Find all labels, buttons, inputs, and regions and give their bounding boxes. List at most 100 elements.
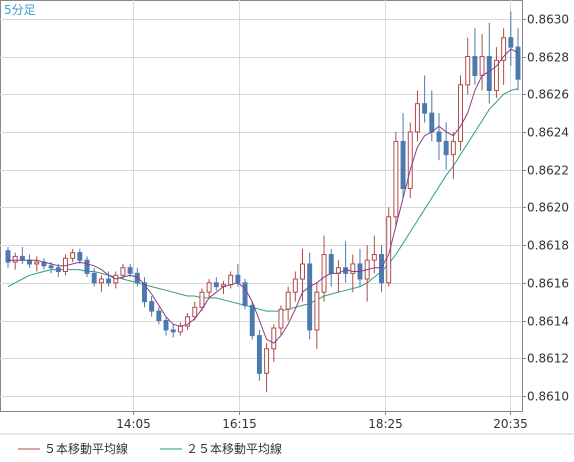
- y-tick-label: 0.8624: [527, 126, 569, 140]
- candle-body: [192, 306, 198, 318]
- candle-down: [472, 28, 478, 85]
- x-tick-label: 20:35: [493, 417, 528, 431]
- candle-up: [98, 275, 104, 293]
- candle-up: [12, 252, 18, 270]
- candle-body: [199, 291, 205, 308]
- candle-body: [149, 301, 155, 312]
- legend-ma5-label: ５本移動平均線: [44, 441, 128, 456]
- candle-body: [292, 278, 298, 293]
- candle-body: [127, 267, 133, 274]
- ma5-layer: [8, 48, 519, 344]
- candle-body: [142, 282, 147, 303]
- candle-up: [465, 37, 471, 95]
- candle-body: [465, 56, 471, 86]
- candle-body: [98, 278, 104, 284]
- candle-body: [228, 274, 234, 286]
- candle-down: [170, 324, 176, 338]
- legend: ５本移動平均線 ２５本移動平均線: [18, 441, 282, 456]
- candle-body: [77, 252, 83, 261]
- candle-body: [393, 140, 399, 218]
- candle-up: [493, 47, 499, 99]
- candle-body: [443, 140, 449, 156]
- candle-up: [34, 256, 40, 272]
- candle-body: [134, 272, 140, 284]
- candle-body: [70, 252, 76, 259]
- candle-down: [508, 11, 514, 66]
- candle-down: [422, 75, 428, 123]
- candle-up: [70, 248, 76, 263]
- candle-body: [242, 282, 248, 306]
- ma25-layer: [7, 88, 519, 312]
- candle-body: [321, 254, 327, 293]
- candle-down: [156, 307, 162, 325]
- candle-body: [34, 261, 40, 265]
- y-tick-label: 0.8620: [527, 201, 569, 215]
- candle-body: [185, 316, 191, 327]
- candle-body: [19, 255, 25, 261]
- candle-up: [185, 312, 191, 330]
- candle-body: [163, 320, 169, 331]
- candle-up: [414, 90, 420, 142]
- candle-body: [422, 103, 428, 114]
- candle-body: [106, 278, 112, 284]
- y-tick-label: 0.8616: [527, 277, 569, 291]
- candle-body: [120, 267, 126, 276]
- candle-down: [436, 113, 442, 161]
- y-tick-label: 0.8618: [527, 239, 569, 253]
- candle-up: [350, 254, 356, 293]
- candle-body: [501, 37, 507, 61]
- candle-body: [271, 327, 277, 350]
- candle-body: [407, 131, 413, 190]
- candle-up: [450, 131, 456, 180]
- candle-up: [199, 288, 205, 312]
- candle-down: [443, 122, 449, 170]
- candle-body: [472, 56, 478, 76]
- candle-body: [213, 282, 219, 288]
- timeframe-label: 5分足: [4, 3, 36, 17]
- candle-body: [48, 265, 54, 269]
- candle-down: [91, 267, 97, 287]
- y-tick-label: 0.8628: [527, 51, 569, 65]
- candle-down: [379, 245, 384, 293]
- candle-body: [170, 329, 176, 333]
- candle-body: [278, 308, 284, 329]
- candle-body: [84, 259, 90, 274]
- x-tick-label: 16:15: [222, 417, 257, 431]
- candle-up: [407, 122, 413, 198]
- candle-up: [314, 282, 320, 349]
- candle-body: [256, 335, 262, 374]
- candle-body: [429, 112, 435, 133]
- ma5-line: [8, 48, 519, 344]
- ma25-line: [7, 88, 519, 312]
- candle-body: [479, 56, 485, 76]
- candle-up: [120, 263, 126, 280]
- candle-body: [12, 255, 18, 263]
- y-tick-label: 0.8626: [527, 88, 569, 102]
- candle-down: [486, 22, 492, 104]
- candle-down: [307, 252, 313, 340]
- candle-body: [515, 46, 521, 80]
- candle-body: [400, 140, 406, 190]
- candle-body: [379, 254, 384, 284]
- y-axis-ticks: 0.8630 0.8628 0.8626 0.8624 0.8622 0.8620 0.86…: [522, 13, 569, 404]
- candle-body: [458, 84, 464, 142]
- y-tick-label: 0.8630: [527, 13, 569, 27]
- y-tick-label: 0.8612: [527, 352, 569, 366]
- candle-up: [371, 235, 377, 274]
- candle-down: [149, 295, 155, 317]
- y-tick-label: 0.8614: [527, 315, 569, 329]
- candle-body: [371, 254, 377, 261]
- candle-down: [256, 329, 262, 381]
- candle-up: [393, 131, 399, 227]
- candle-down: [77, 248, 83, 264]
- candle-body: [450, 140, 456, 156]
- candle-up: [386, 207, 392, 287]
- candle-body: [206, 282, 212, 293]
- candle-body: [177, 325, 183, 333]
- x-tick-label: 14:05: [116, 417, 151, 431]
- candle-body: [314, 291, 320, 331]
- candle-up: [458, 75, 464, 151]
- candle-body: [91, 272, 97, 284]
- candle-down: [242, 279, 248, 310]
